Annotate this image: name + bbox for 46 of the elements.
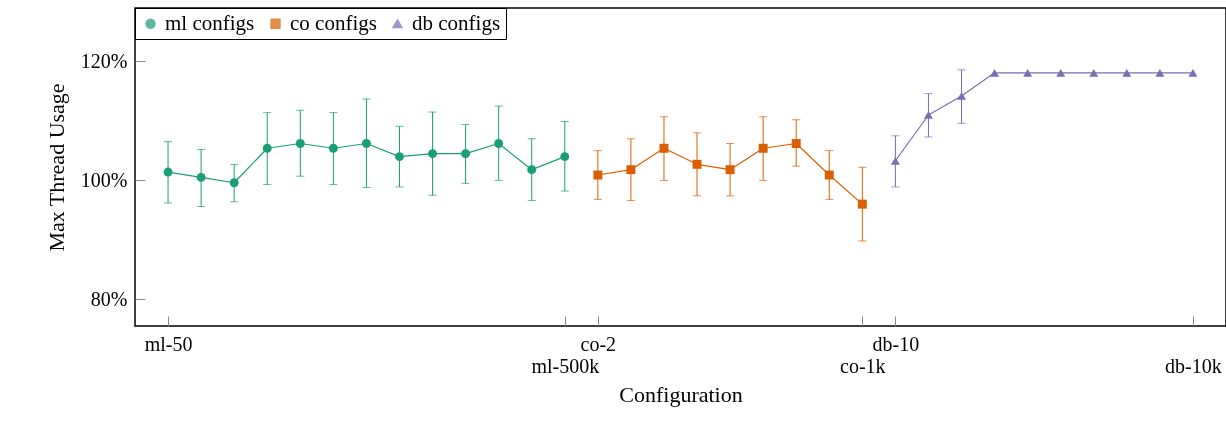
y-tick-label: 120% [80, 50, 128, 72]
y-tick-label: 80% [90, 287, 128, 310]
point [659, 143, 669, 153]
point [295, 139, 305, 148]
point [957, 92, 966, 100]
point [1089, 68, 1099, 77]
x-tick-label: ml-50 [144, 332, 193, 355]
point [560, 152, 570, 162]
point [923, 111, 933, 119]
point [857, 199, 867, 209]
point [196, 172, 206, 182]
point [824, 170, 834, 180]
x-tick-label: db-10 [872, 332, 920, 355]
point [262, 143, 272, 153]
point [725, 165, 735, 175]
point [395, 152, 404, 162]
point [990, 68, 1000, 77]
point [692, 159, 702, 169]
point [1155, 68, 1165, 77]
x-tick-label: co-1k [840, 354, 886, 377]
point [461, 149, 471, 159]
point [361, 139, 371, 148]
point [1188, 68, 1198, 77]
x-tick-label: db-10k [1165, 354, 1222, 377]
point [890, 156, 900, 165]
x-axis-title: Configuration [619, 381, 743, 407]
x-tick-label: ml-500k [531, 354, 600, 377]
x-tick-label: co-2 [580, 332, 617, 355]
point [1023, 68, 1033, 77]
legend-label: ml configs [165, 10, 255, 35]
point [593, 170, 603, 180]
point [428, 149, 438, 159]
point [791, 139, 801, 148]
point [328, 143, 338, 153]
y-tick-label: 100% [80, 168, 128, 191]
point [527, 165, 537, 175]
y-axis-title: Max Thread Usage [43, 83, 69, 252]
legend-label: db configs [412, 10, 501, 35]
point [494, 139, 504, 148]
point [1122, 68, 1132, 77]
legend-label: co configs [290, 10, 377, 35]
point [163, 167, 173, 177]
point [1056, 68, 1066, 77]
point [229, 178, 239, 188]
point [626, 165, 636, 175]
point [758, 143, 768, 153]
